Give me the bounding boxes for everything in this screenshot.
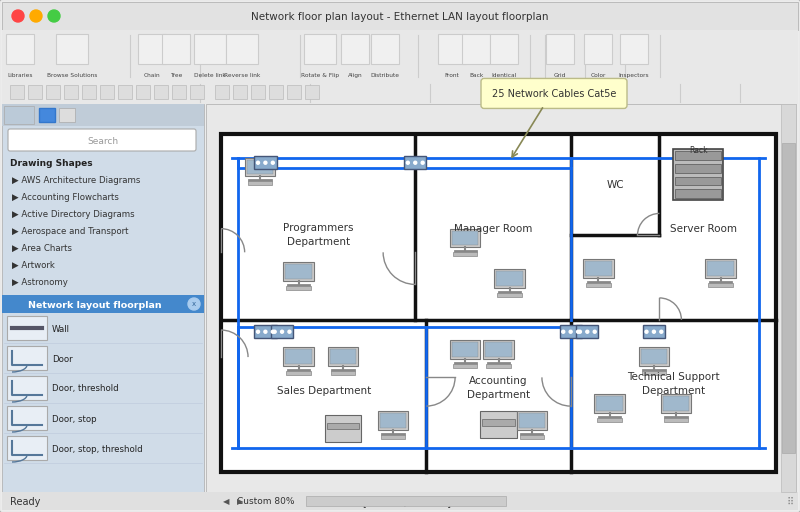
Text: Align: Align — [348, 73, 362, 78]
Text: Grid: Grid — [554, 73, 566, 78]
Text: ▶ AWS Architecture Diagrams: ▶ AWS Architecture Diagrams — [12, 176, 140, 185]
Text: Libraries: Libraries — [7, 73, 33, 78]
Bar — [583, 259, 614, 278]
Bar — [481, 411, 517, 438]
Bar — [100, 85, 114, 99]
Bar — [782, 143, 795, 453]
Bar — [641, 349, 667, 364]
Bar — [2, 30, 798, 82]
Text: Accounting
Department: Accounting Department — [467, 375, 530, 399]
Bar — [46, 85, 60, 99]
Bar — [486, 364, 510, 368]
Bar — [286, 371, 311, 375]
Bar — [331, 371, 355, 375]
Bar — [546, 34, 574, 64]
Bar — [39, 108, 55, 122]
Bar — [584, 34, 612, 64]
Text: Manager Room: Manager Room — [454, 224, 532, 233]
Text: Browse Solutions: Browse Solutions — [47, 73, 97, 78]
Circle shape — [414, 161, 417, 164]
Text: ▶ Aerospace and Transport: ▶ Aerospace and Transport — [12, 227, 129, 236]
Bar — [674, 149, 723, 200]
Bar — [325, 415, 361, 441]
Text: Rotate & Flip: Rotate & Flip — [301, 73, 339, 78]
Bar — [287, 85, 301, 99]
Circle shape — [593, 330, 596, 333]
Text: Back: Back — [469, 73, 483, 78]
Bar — [154, 85, 168, 99]
Text: ⠿: ⠿ — [786, 497, 794, 507]
Text: Front: Front — [445, 73, 459, 78]
Bar — [7, 346, 47, 370]
Bar — [172, 85, 186, 99]
Bar — [64, 85, 78, 99]
Text: ▶: ▶ — [237, 498, 243, 506]
Bar — [664, 418, 688, 422]
Bar — [663, 396, 690, 411]
Text: ▶ Artwork: ▶ Artwork — [12, 261, 55, 270]
Text: Server Room: Server Room — [670, 224, 738, 233]
Bar — [496, 271, 523, 286]
Bar — [286, 286, 311, 290]
Bar — [306, 496, 506, 506]
Bar — [251, 85, 265, 99]
Text: Custom 80%: Custom 80% — [238, 498, 294, 506]
Bar — [642, 371, 666, 375]
Text: Wall: Wall — [52, 325, 70, 333]
Bar — [271, 325, 293, 338]
Bar — [490, 34, 518, 64]
Bar — [136, 85, 150, 99]
Circle shape — [569, 330, 572, 333]
Text: Door, threshold: Door, threshold — [52, 385, 118, 394]
Bar — [675, 151, 722, 160]
Bar — [245, 158, 275, 176]
FancyBboxPatch shape — [8, 129, 196, 151]
Bar — [559, 325, 582, 338]
Bar — [190, 85, 204, 99]
Text: Reverse link: Reverse link — [224, 73, 260, 78]
Circle shape — [281, 330, 283, 333]
Text: x: x — [192, 302, 196, 308]
Text: Programmers
Department: Programmers Department — [283, 223, 354, 247]
Circle shape — [188, 298, 200, 310]
Text: ▶ Area Charts: ▶ Area Charts — [12, 244, 72, 253]
Text: Door: Door — [52, 354, 73, 364]
Bar — [620, 34, 648, 64]
Text: ▶ Astronomy: ▶ Astronomy — [12, 278, 68, 287]
Bar — [486, 342, 512, 357]
Text: Delete link: Delete link — [194, 73, 226, 78]
Bar — [10, 85, 24, 99]
Bar — [675, 177, 722, 185]
Bar — [450, 340, 481, 359]
Bar — [378, 411, 408, 430]
Text: Distribute: Distribute — [370, 73, 399, 78]
Text: 25 Network Cables Cat5e: 25 Network Cables Cat5e — [492, 90, 616, 99]
Circle shape — [578, 330, 582, 333]
Bar — [781, 104, 796, 492]
Circle shape — [271, 330, 274, 333]
Bar — [286, 349, 312, 364]
Circle shape — [257, 161, 259, 164]
Circle shape — [406, 161, 410, 164]
Circle shape — [257, 330, 259, 333]
Bar — [2, 492, 798, 510]
Bar — [4, 106, 34, 124]
Circle shape — [264, 330, 267, 333]
Bar — [708, 283, 733, 287]
Text: Technical Support
Department: Technical Support Department — [627, 372, 720, 396]
Bar — [494, 269, 525, 288]
Text: Identical: Identical — [491, 73, 517, 78]
Bar — [707, 261, 734, 275]
Bar — [327, 422, 359, 430]
Bar — [248, 181, 272, 185]
Bar — [221, 134, 776, 472]
Bar — [162, 34, 190, 64]
Text: ▶ Active Directory Diagrams: ▶ Active Directory Diagrams — [12, 210, 134, 219]
Bar — [2, 295, 204, 313]
Bar — [194, 34, 226, 64]
Bar — [28, 85, 42, 99]
Text: M: [ 236.97, 147.27 ]: M: [ 236.97, 147.27 ] — [349, 497, 451, 507]
Bar — [254, 325, 277, 338]
Text: Network floor plan layout - Ethernet LAN layout floorplan: Network floor plan layout - Ethernet LAN… — [251, 12, 549, 22]
